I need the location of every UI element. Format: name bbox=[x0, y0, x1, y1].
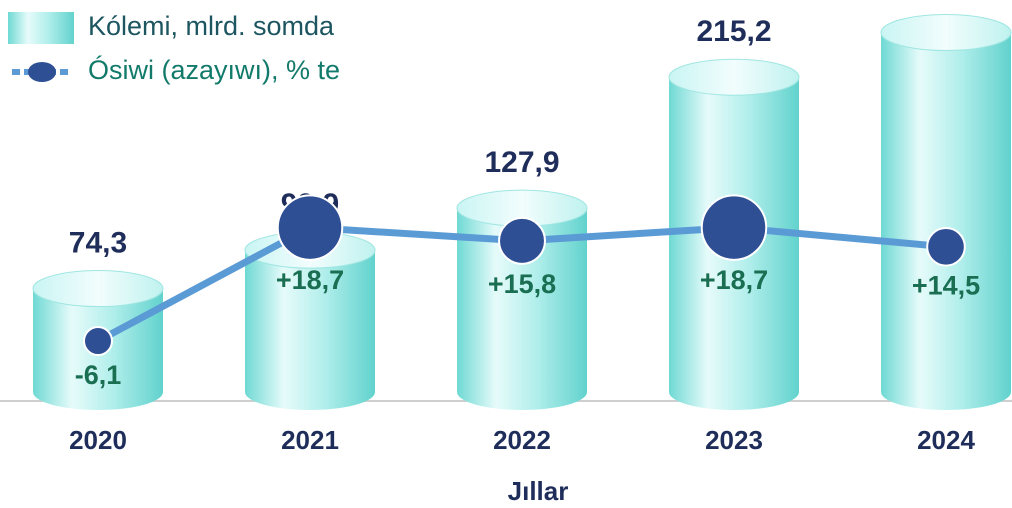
x-tick-label: 2024 bbox=[917, 425, 975, 455]
data-label: +18,7 bbox=[276, 265, 344, 295]
cylinder-body bbox=[245, 250, 375, 410]
marker bbox=[926, 226, 966, 267]
marker bbox=[700, 194, 768, 261]
cylinder-top bbox=[880, 14, 1012, 51]
legend-label: Kólemi, mlrd. somda bbox=[88, 11, 335, 41]
data-label: +15,8 bbox=[488, 269, 556, 299]
data-label: 74,3 bbox=[69, 226, 127, 259]
legend-bar-swatch bbox=[8, 12, 74, 44]
legend-marker bbox=[28, 62, 56, 82]
cylinder-body bbox=[881, 32, 1011, 410]
x-tick-label: 2021 bbox=[281, 425, 339, 455]
x-tick-label: 2020 bbox=[69, 425, 127, 455]
legend: Kólemi, mlrd. somda Ósiwi (azayıwı), % t… bbox=[8, 11, 340, 85]
marker bbox=[83, 326, 113, 357]
data-label: -6,1 bbox=[75, 360, 122, 390]
marker bbox=[498, 216, 546, 265]
data-label: +14,5 bbox=[912, 271, 980, 301]
data-label: 127,9 bbox=[484, 146, 559, 179]
bar bbox=[456, 189, 588, 410]
data-label: +18,7 bbox=[700, 265, 768, 295]
data-label: 215,2 bbox=[696, 15, 771, 48]
marker bbox=[276, 194, 344, 261]
cylinder-top bbox=[668, 58, 800, 96]
bar bbox=[880, 14, 1012, 410]
x-axis-label: Jıllar bbox=[508, 476, 569, 506]
cylinder-top bbox=[32, 270, 164, 308]
legend-label: Ósiwi (azayıwı), % te bbox=[88, 54, 340, 85]
x-tick-label: 2022 bbox=[493, 425, 551, 455]
cylinder-body bbox=[457, 208, 587, 410]
x-tick-label: 2023 bbox=[705, 425, 763, 455]
